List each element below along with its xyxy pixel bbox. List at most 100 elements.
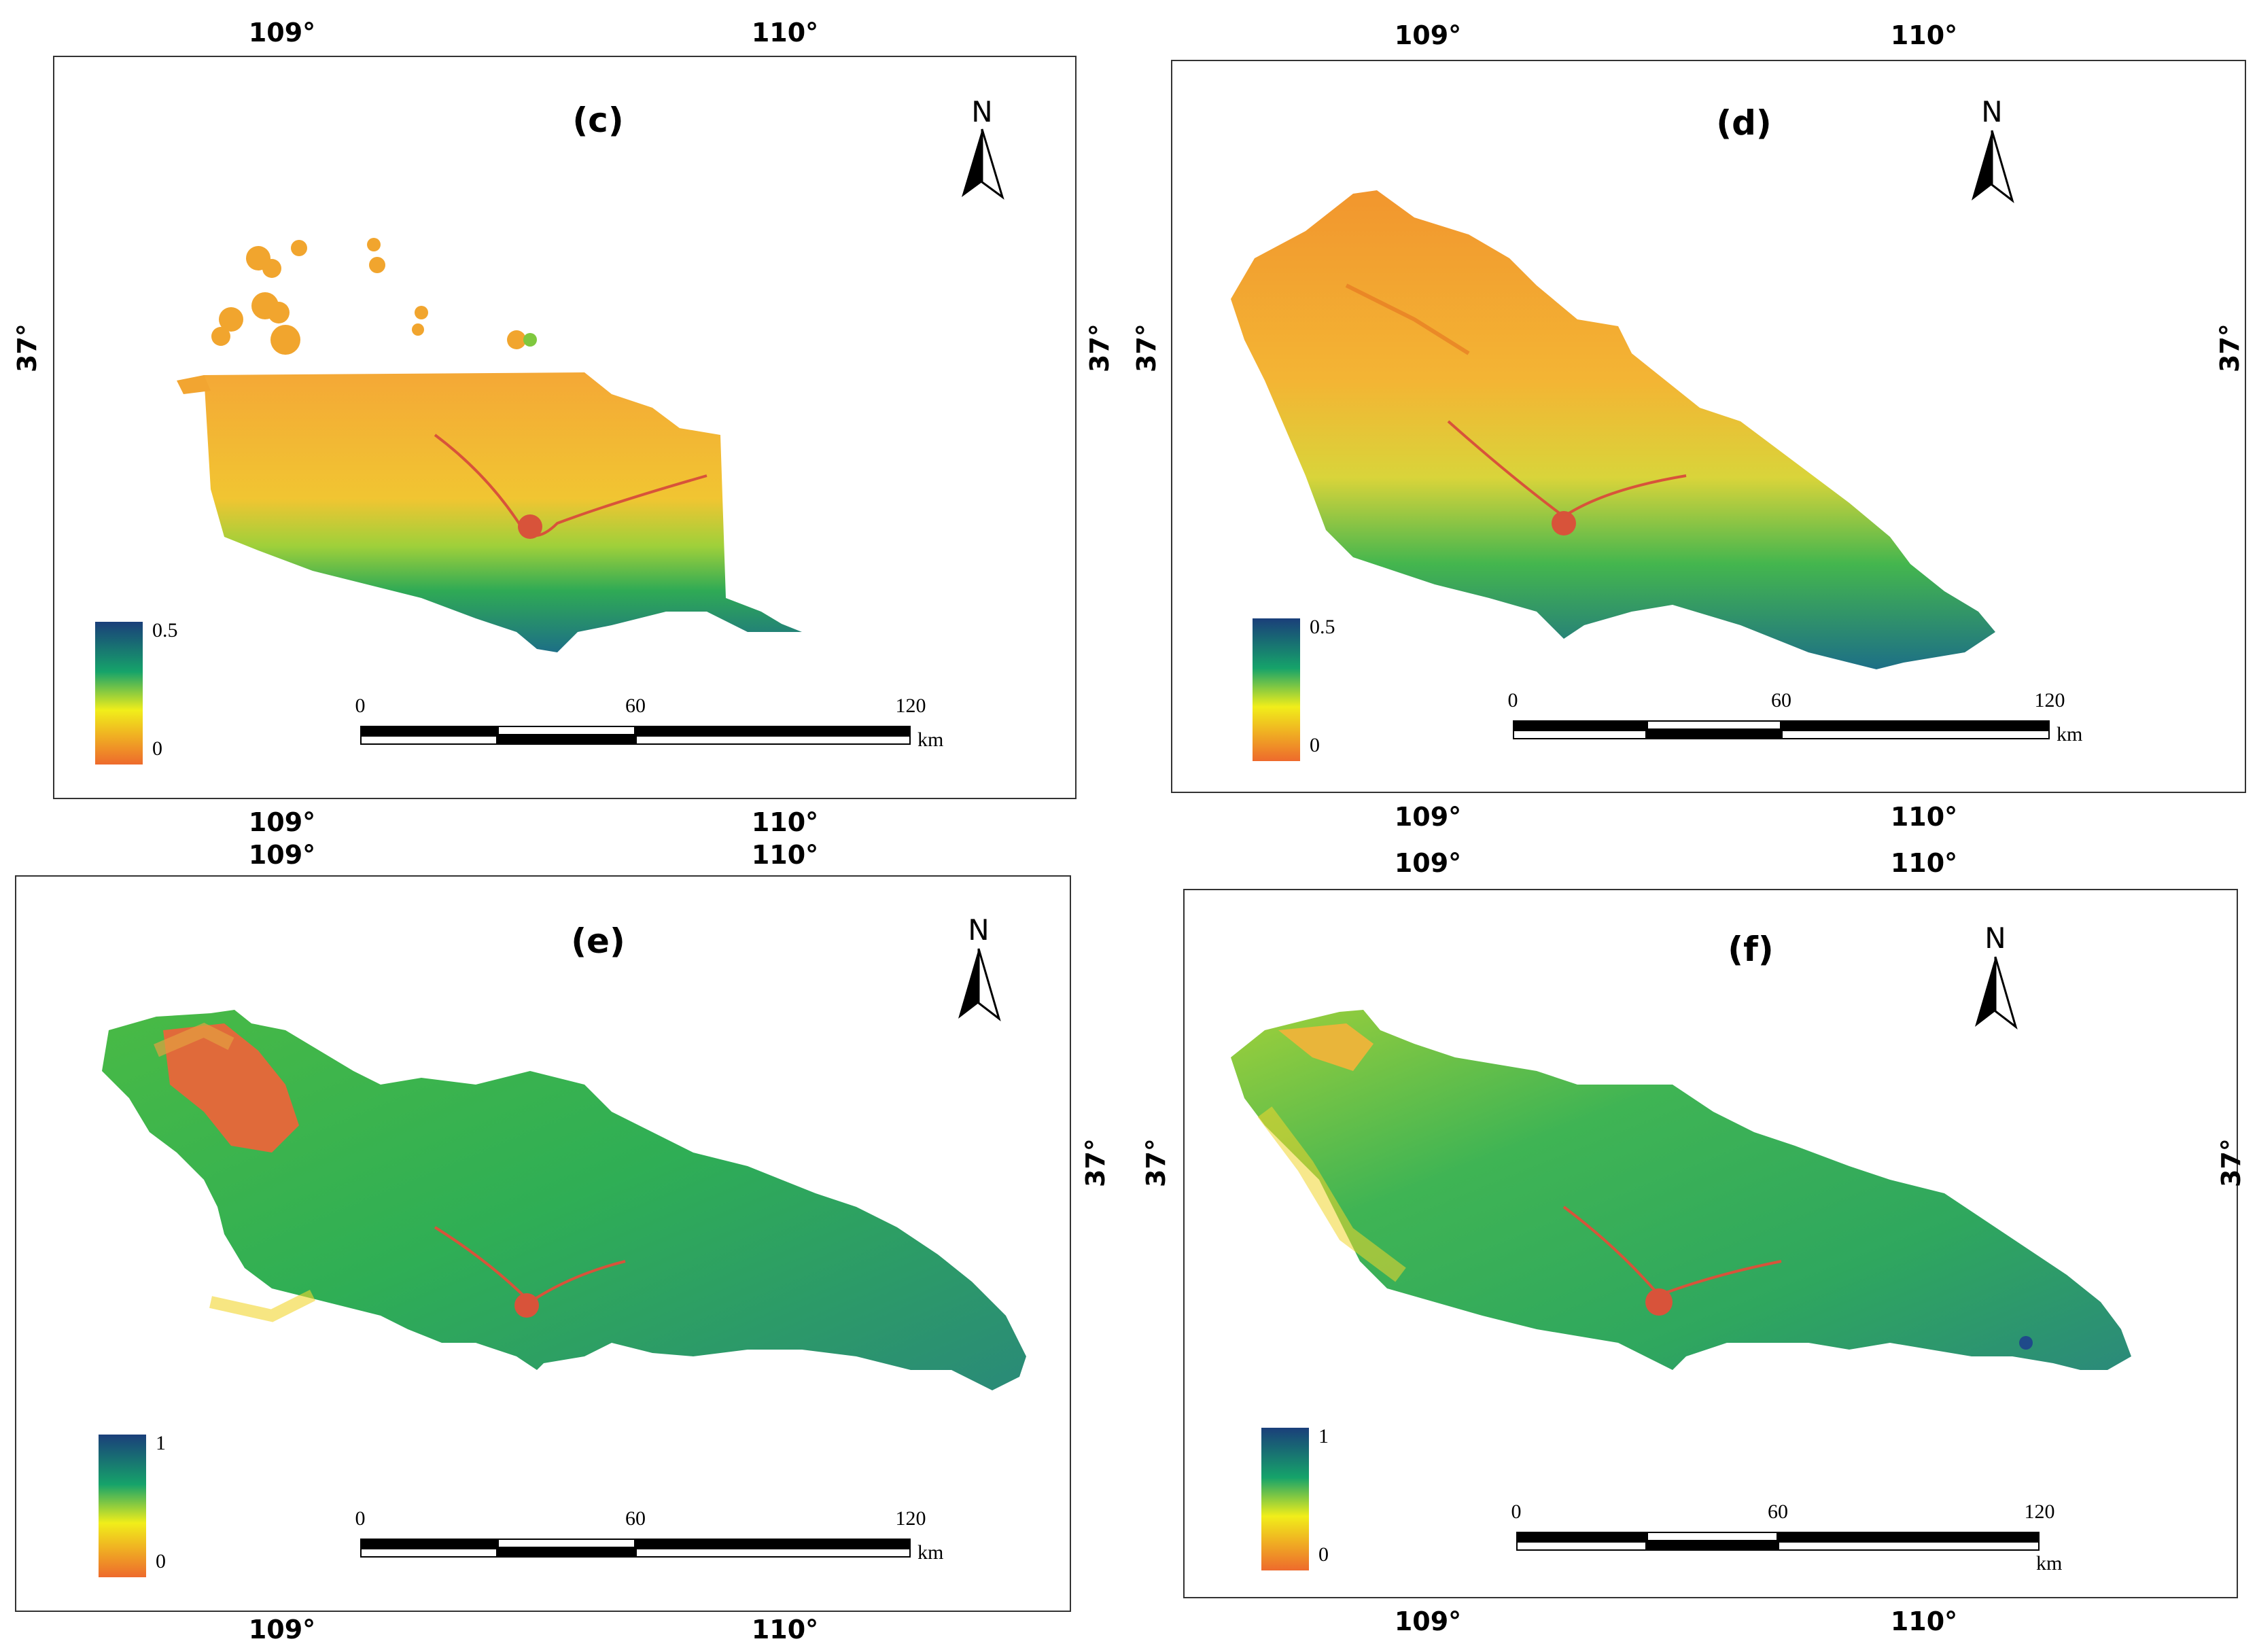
scale-segment (635, 735, 911, 745)
north-arrow-icon (1972, 130, 2014, 203)
color-legend: 0.5 0 (1253, 616, 1388, 768)
scale-tick-120: 120 (2034, 689, 2065, 711)
north-arrow-icon (962, 128, 1004, 200)
scale-segment (360, 735, 497, 745)
scale-tick-60: 60 (1768, 1500, 1788, 1523)
scale-segment (1778, 1541, 2040, 1551)
scale-tick-0: 0 (355, 695, 366, 717)
scale-unit: km (917, 1541, 944, 1564)
scale-segment (497, 735, 635, 745)
legend-max-value: 1 (156, 1432, 166, 1454)
scale-segment (497, 726, 635, 735)
scale-segment (1647, 1541, 1778, 1551)
legend-max-value: 0.5 (1310, 616, 1335, 638)
scale-segment (1778, 1532, 2040, 1541)
scale-tick-60: 60 (625, 1507, 646, 1530)
scale-segment (1513, 720, 1647, 730)
scale-segment (635, 1539, 911, 1548)
scale-unit: km (917, 728, 944, 751)
lon-label-top-110: 110° (751, 18, 819, 48)
region-map-d (1231, 190, 1995, 669)
legend-color-ramp (95, 622, 143, 765)
lon-label-bottom-110: 110° (1890, 1606, 1958, 1636)
scale-bar: 0 60 120 km (355, 1506, 972, 1567)
scale-segment (360, 726, 497, 735)
panel-label: (c) (572, 101, 624, 140)
scale-bar: 0 60 120 km (1511, 1499, 2128, 1575)
scale-segment (497, 1548, 635, 1558)
scale-segment (1516, 1541, 1647, 1551)
panel-label: (f) (1728, 930, 1774, 969)
north-arrow: N (958, 95, 1006, 204)
legend-min-value: 0 (1318, 1543, 1329, 1566)
map-panel-e: 109° 110° 109° 110° 37° (e) N 1 0 0 (0, 826, 1128, 1652)
north-arrow-letter: N (1984, 921, 2006, 955)
legend-color-ramp (1261, 1428, 1309, 1570)
scale-segment (1647, 1532, 1778, 1541)
scale-segment (1516, 1532, 1647, 1541)
lon-label-bottom-110: 110° (1890, 802, 1958, 832)
north-arrow: N (1972, 921, 2019, 1034)
lon-label-top-109: 109° (1394, 20, 1462, 50)
color-legend: 1 0 (1261, 1425, 1397, 1577)
lon-label-top-109: 109° (1394, 848, 1462, 878)
lon-label-bottom-109: 109° (248, 1615, 316, 1645)
lon-label-bottom-109: 109° (1394, 802, 1462, 832)
legend-min-value: 0 (1310, 734, 1320, 756)
scale-segment (1781, 720, 2050, 730)
scale-segment (1781, 730, 2050, 739)
color-legend: 1 0 (99, 1432, 234, 1584)
legend-min-value: 0 (152, 737, 162, 760)
scale-tick-0: 0 (355, 1507, 366, 1530)
scale-bar: 0 60 120 km (355, 693, 972, 754)
color-legend: 0.5 0 (95, 619, 231, 771)
region-map-f (1231, 1010, 2131, 1370)
legend-min-value: 0 (156, 1550, 166, 1572)
scale-segment (635, 1548, 911, 1558)
scale-segment (1647, 730, 1781, 739)
lon-label-bottom-109: 109° (1394, 1606, 1462, 1636)
map-panel-c: 109° 110° 109° 110° 37° 37° (c) (0, 0, 1128, 837)
north-arrow-letter: N (971, 95, 993, 128)
scale-segment (635, 726, 911, 735)
scale-bar: 0 60 120 km (1508, 688, 2124, 749)
region-map-c (177, 238, 802, 652)
lon-label-bottom-110: 110° (751, 807, 819, 837)
scale-unit: km (2036, 1552, 2063, 1575)
scale-tick-120: 120 (2024, 1500, 2055, 1523)
map-panel-f: 109° 110° 109° 110° 37° 37° (f) N 1 0 (1129, 826, 2257, 1652)
lon-label-bottom-110: 110° (751, 1615, 819, 1645)
scale-segment (360, 1548, 497, 1558)
lon-label-top-110: 110° (751, 840, 819, 870)
scale-tick-120: 120 (895, 695, 926, 717)
north-arrow-letter: N (1981, 95, 2003, 128)
north-arrow: N (1968, 95, 2016, 207)
scale-tick-60: 60 (625, 695, 646, 717)
legend-color-ramp (1253, 618, 1300, 761)
map-panel-d: 109° 110° 109° 110° 37° 37° (d) N 0.5 0 (1129, 0, 2257, 832)
north-arrow-letter: N (968, 913, 990, 947)
scale-tick-120: 120 (895, 1507, 926, 1530)
north-arrow-icon (1975, 956, 2018, 1030)
lon-label-top-110: 110° (1890, 20, 1958, 50)
region-map-e (102, 1010, 1026, 1390)
lon-label-top-109: 109° (248, 18, 316, 48)
scale-segment (1647, 720, 1781, 730)
north-arrow-icon (958, 948, 1001, 1021)
scale-segment (497, 1539, 635, 1548)
legend-max-value: 0.5 (152, 619, 178, 642)
scale-tick-0: 0 (1507, 689, 1518, 711)
panel-label: (d) (1716, 103, 1772, 143)
scale-tick-60: 60 (1771, 689, 1791, 711)
lon-label-top-109: 109° (248, 840, 316, 870)
scale-segment (360, 1539, 497, 1548)
panel-label: (e) (571, 921, 625, 961)
lon-label-bottom-109: 109° (248, 807, 316, 837)
lon-label-top-110: 110° (1890, 848, 1958, 878)
scale-unit: km (2057, 723, 2083, 745)
legend-max-value: 1 (1318, 1425, 1329, 1447)
scale-tick-0: 0 (1511, 1500, 1522, 1523)
legend-color-ramp (99, 1435, 146, 1577)
north-arrow: N (955, 913, 1002, 1025)
scale-segment (1513, 730, 1647, 739)
